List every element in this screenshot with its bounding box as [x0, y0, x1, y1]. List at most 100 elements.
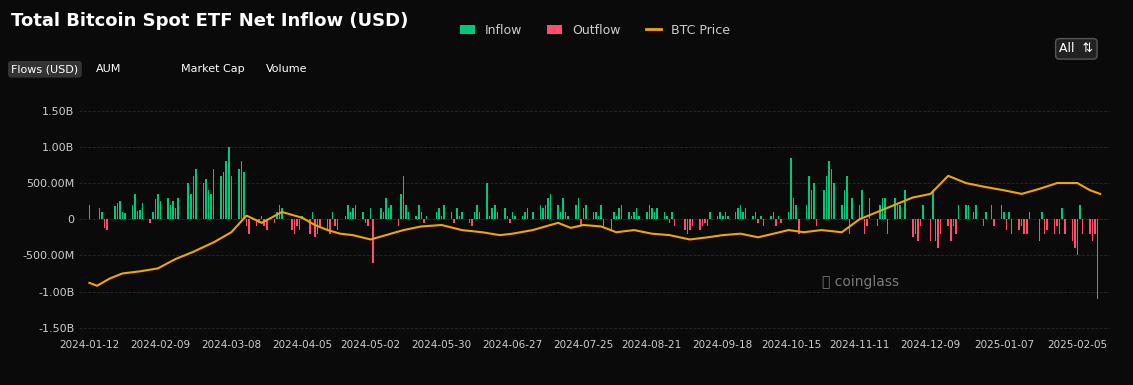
Bar: [1041, 212, 1042, 219]
Bar: [1059, 219, 1060, 234]
Bar: [266, 219, 267, 230]
Bar: [387, 208, 389, 219]
Bar: [168, 198, 169, 219]
Bar: [758, 219, 759, 223]
Bar: [504, 208, 505, 219]
Bar: [332, 212, 333, 219]
Bar: [187, 183, 189, 219]
Bar: [496, 212, 499, 219]
Bar: [221, 176, 222, 219]
Bar: [527, 208, 528, 219]
Bar: [88, 205, 91, 219]
Bar: [390, 205, 392, 219]
Bar: [897, 205, 898, 219]
Bar: [355, 205, 356, 219]
Bar: [506, 216, 509, 219]
Bar: [459, 216, 460, 219]
Bar: [276, 212, 278, 219]
Bar: [668, 219, 671, 223]
Bar: [1097, 219, 1098, 299]
Bar: [752, 216, 753, 219]
Bar: [223, 172, 224, 219]
Bar: [744, 208, 747, 219]
Bar: [1000, 205, 1003, 219]
Bar: [438, 208, 440, 219]
Bar: [1076, 219, 1079, 255]
Bar: [157, 194, 159, 219]
Bar: [99, 208, 101, 219]
Bar: [598, 216, 599, 219]
Bar: [363, 212, 364, 219]
Bar: [701, 219, 704, 226]
Bar: [824, 190, 825, 219]
Bar: [121, 212, 123, 219]
Bar: [436, 212, 437, 219]
Bar: [968, 205, 969, 219]
Bar: [474, 212, 475, 219]
Bar: [646, 212, 648, 219]
Bar: [135, 194, 136, 219]
Bar: [1074, 219, 1075, 248]
Bar: [869, 198, 870, 219]
Bar: [560, 212, 561, 219]
Bar: [806, 205, 807, 219]
Bar: [373, 219, 374, 263]
Bar: [416, 216, 417, 219]
Bar: [990, 205, 993, 219]
Bar: [317, 219, 318, 234]
Bar: [550, 194, 552, 219]
Bar: [976, 205, 977, 219]
Bar: [453, 219, 455, 223]
Bar: [547, 198, 548, 219]
Text: 🏺 coinglass: 🏺 coinglass: [821, 275, 898, 290]
Bar: [471, 219, 472, 226]
Bar: [656, 208, 657, 219]
Bar: [542, 208, 544, 219]
Bar: [593, 212, 595, 219]
Bar: [486, 183, 488, 219]
Bar: [312, 212, 313, 219]
Bar: [1056, 219, 1058, 226]
Bar: [403, 176, 404, 219]
Text: AUM: AUM: [96, 64, 121, 74]
Bar: [724, 212, 726, 219]
Bar: [867, 219, 868, 226]
Bar: [1064, 219, 1065, 234]
Bar: [238, 169, 240, 219]
Bar: [1019, 219, 1020, 230]
Bar: [993, 219, 995, 226]
Bar: [281, 208, 283, 219]
Bar: [525, 212, 526, 219]
Bar: [107, 219, 108, 230]
Bar: [408, 212, 409, 219]
Bar: [844, 190, 845, 219]
Bar: [881, 198, 883, 219]
Bar: [230, 176, 232, 219]
Bar: [326, 219, 329, 230]
Bar: [228, 147, 230, 219]
Bar: [798, 219, 800, 234]
Bar: [256, 219, 257, 226]
Bar: [125, 213, 126, 219]
Bar: [476, 205, 478, 219]
Bar: [717, 216, 718, 219]
Bar: [203, 183, 204, 219]
Bar: [894, 198, 896, 219]
Bar: [246, 219, 247, 226]
Bar: [309, 219, 310, 234]
Bar: [631, 216, 632, 219]
Bar: [137, 211, 138, 219]
Bar: [398, 219, 399, 226]
Bar: [691, 219, 693, 226]
Bar: [1082, 219, 1083, 234]
Bar: [619, 208, 620, 219]
Bar: [261, 216, 263, 219]
Bar: [629, 212, 630, 219]
Bar: [207, 190, 210, 219]
Bar: [426, 216, 427, 219]
Bar: [420, 212, 423, 219]
Bar: [119, 201, 120, 219]
Bar: [816, 219, 817, 226]
Bar: [861, 190, 863, 219]
Bar: [451, 212, 452, 219]
